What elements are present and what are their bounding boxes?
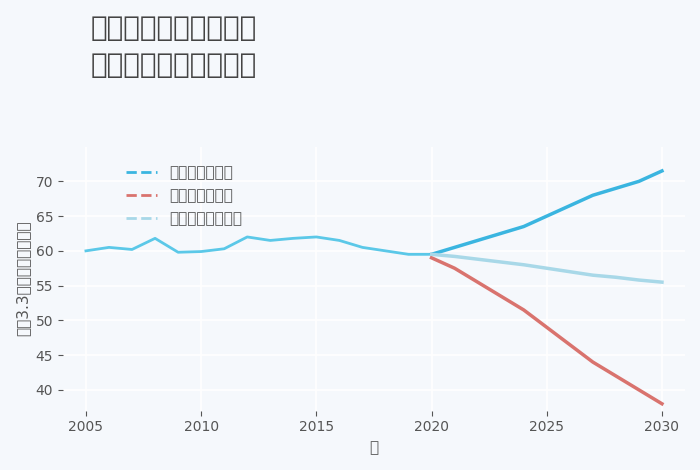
Y-axis label: 坪（3.3㎡）単価（万円）: 坪（3.3㎡）単価（万円） — [15, 221, 30, 337]
X-axis label: 年: 年 — [370, 440, 379, 455]
Legend: グッドシナリオ, バッドシナリオ, ノーマルシナリオ: グッドシナリオ, バッドシナリオ, ノーマルシナリオ — [120, 159, 248, 232]
Text: 岐阜県岐阜市西河渡の
中古戸建ての価格推移: 岐阜県岐阜市西河渡の 中古戸建ての価格推移 — [91, 14, 258, 79]
